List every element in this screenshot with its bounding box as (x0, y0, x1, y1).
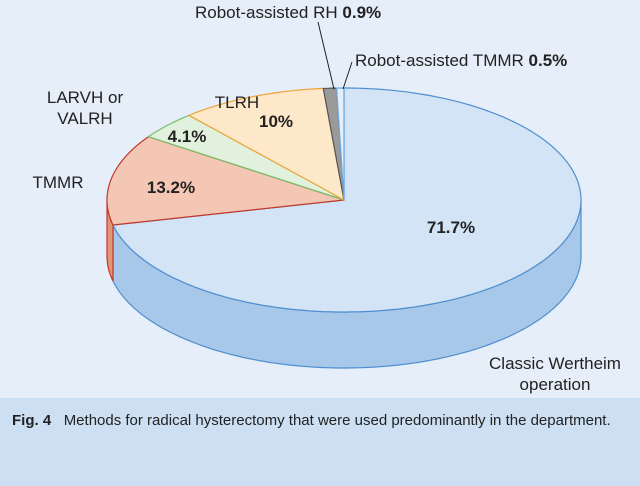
slice (335, 87, 345, 201)
slice-label: LARVH or VALRH (35, 87, 135, 129)
slice-label: Classic Wertheim operation (470, 353, 640, 395)
category-label: LARVH or VALRH (46, 88, 124, 128)
slice-label: TLRH (202, 92, 272, 113)
value-text: 13.2% (146, 178, 196, 197)
slice-label: Robot-assisted RH 0.9% (195, 2, 381, 23)
slice (112, 87, 582, 313)
category-label: Robot-assisted TMMR (355, 51, 524, 70)
value-label: 13.2% (147, 178, 195, 198)
slice (147, 114, 345, 201)
category-label: TLRH (214, 93, 260, 112)
caption: Fig. 4 Methods for radical hysterectomy … (0, 398, 640, 486)
value-label: 4.1% (168, 127, 207, 147)
value-label: 0.9% (342, 3, 382, 22)
category-label: TMMR (32, 173, 84, 192)
value-label: 10% (259, 112, 293, 132)
leader-line (342, 61, 353, 90)
slice (187, 87, 345, 202)
caption-label: Fig. 4 (12, 412, 52, 429)
slice-label: TMMR (8, 172, 108, 193)
category-label: Classic Wertheim operation (489, 354, 621, 394)
value-text: 71.7% (426, 218, 476, 237)
chart (106, 21, 582, 369)
slice (106, 136, 345, 226)
value-label: 71.7% (427, 218, 475, 238)
caption-text: Methods for radical hysterectomy that we… (63, 412, 611, 429)
value-text: 10% (258, 112, 294, 131)
category-label: Robot-assisted RH (195, 3, 338, 22)
leader-line (317, 21, 335, 90)
slice-label: Robot-assisted TMMR 0.5% (355, 50, 567, 71)
value-label: 0.5% (528, 51, 568, 70)
value-text: 4.1% (167, 127, 207, 146)
